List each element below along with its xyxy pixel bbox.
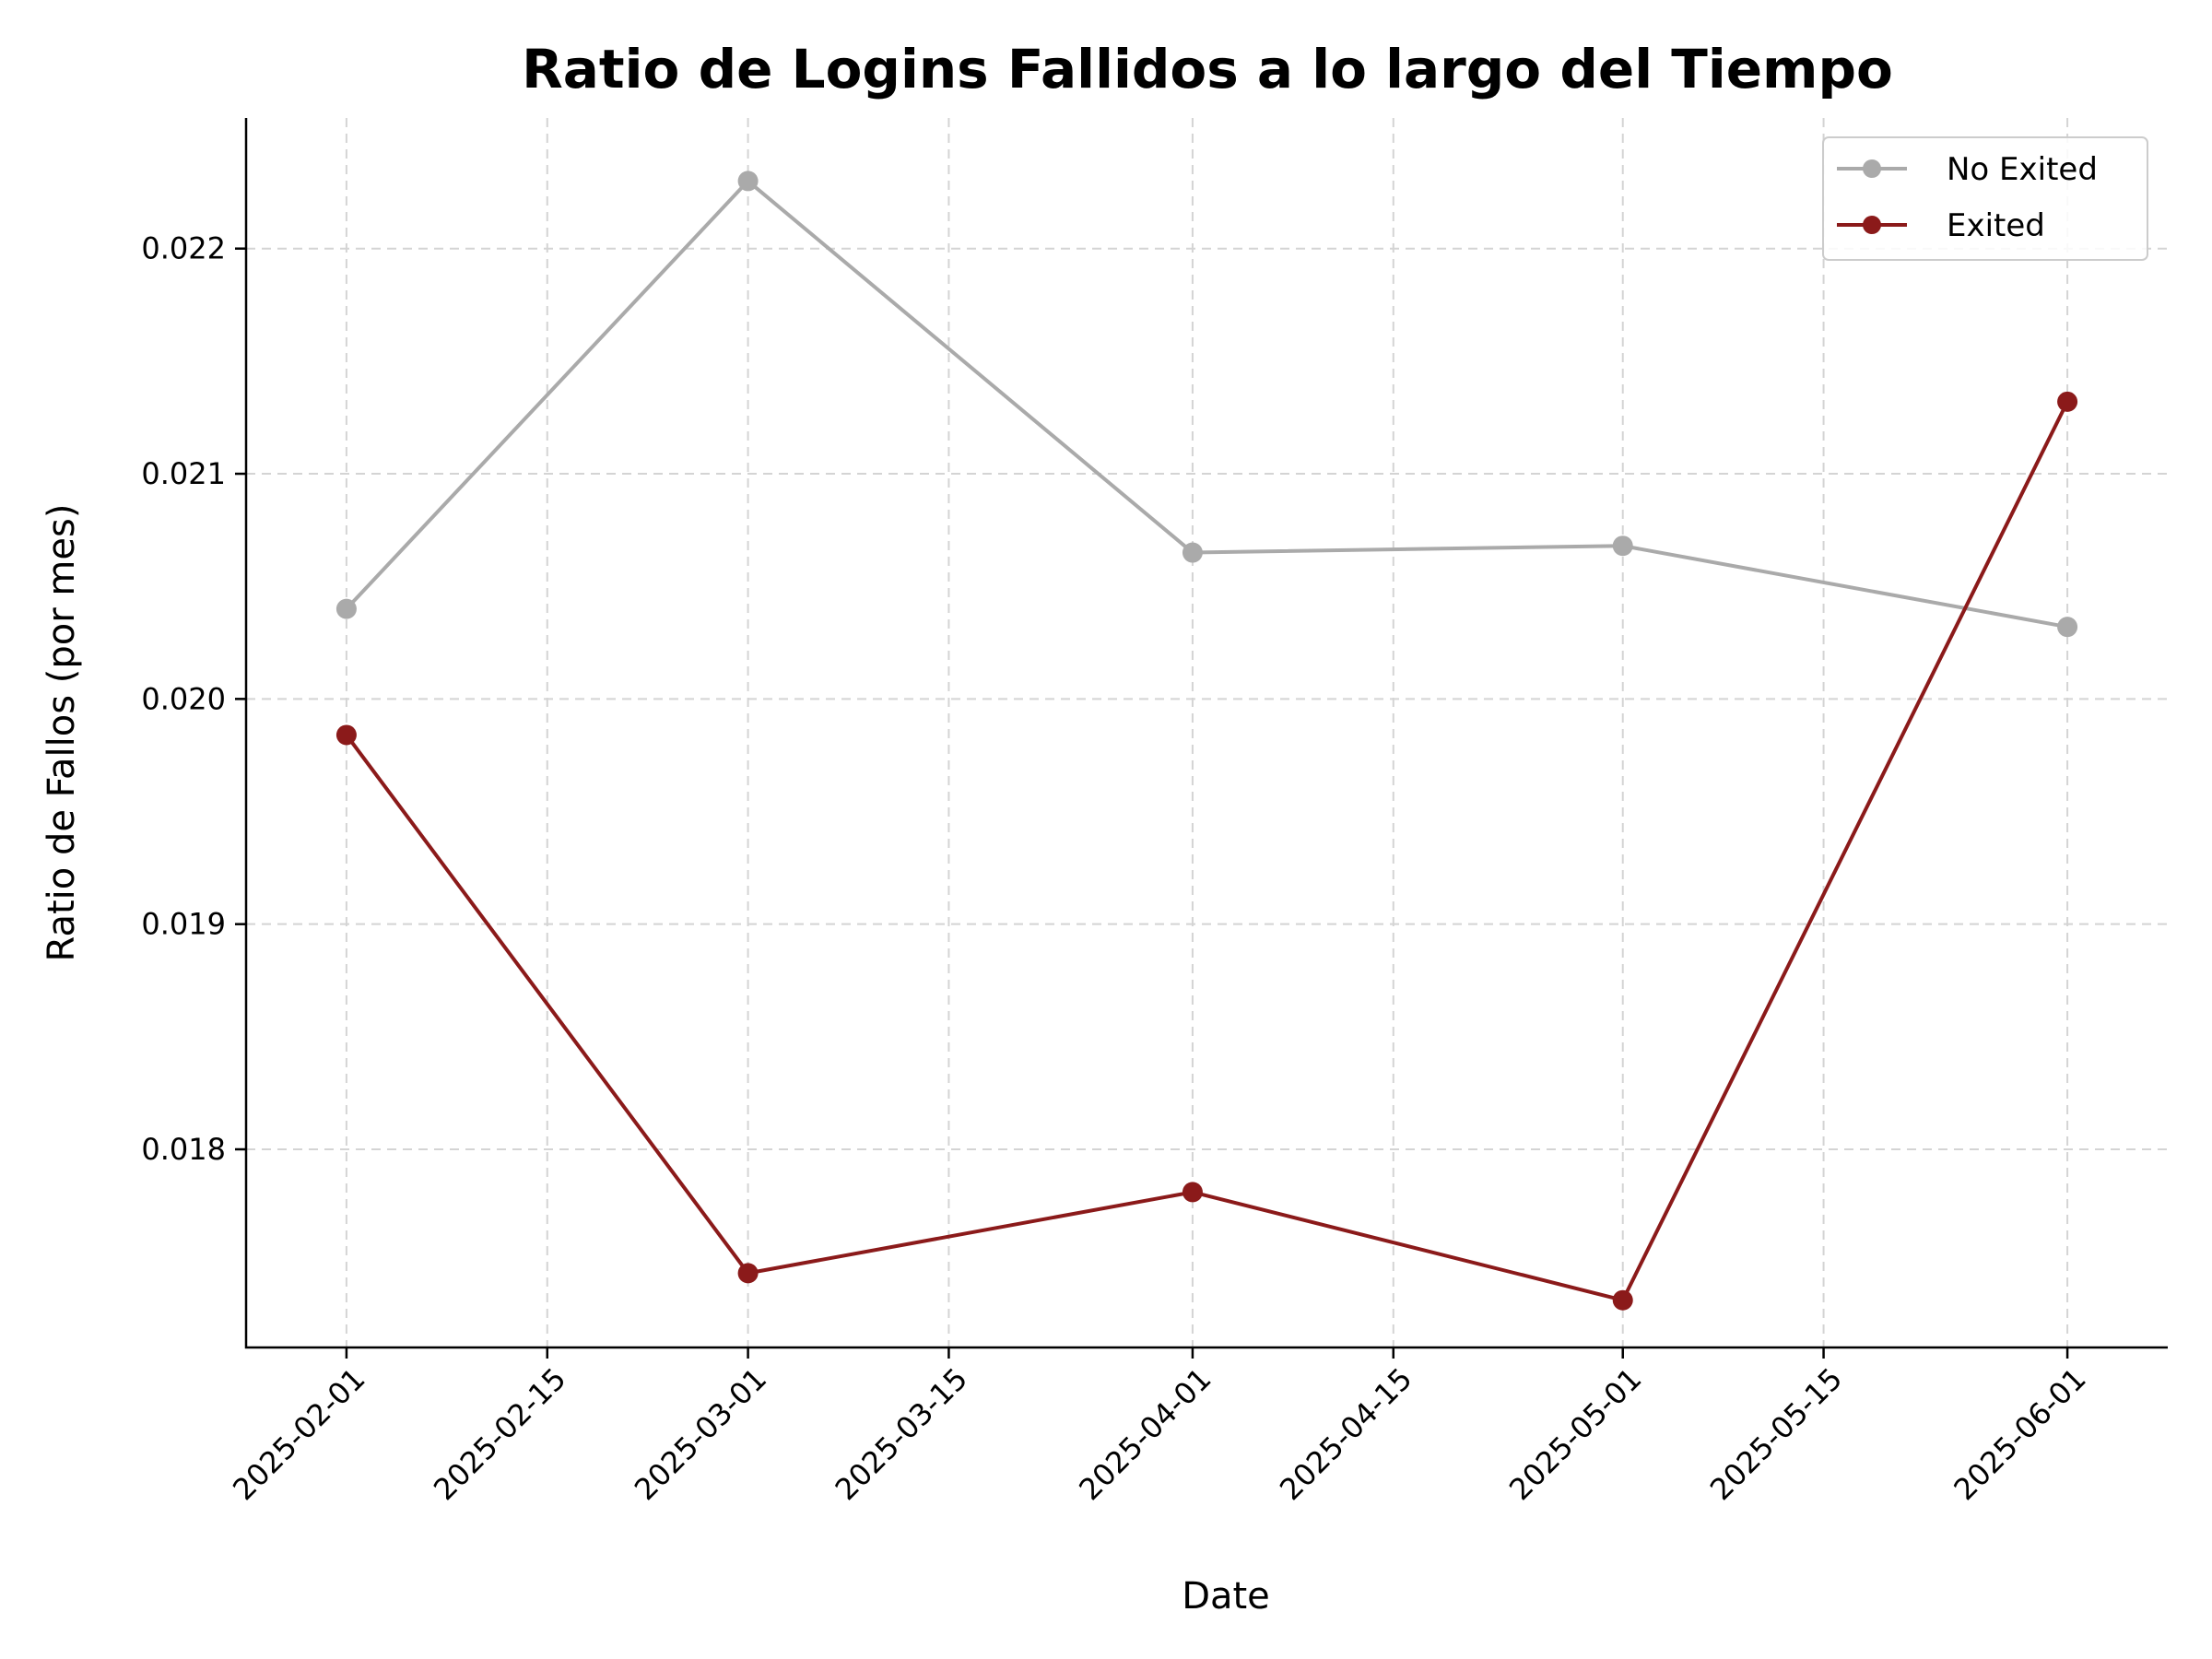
data-point-exited	[1612, 1289, 1633, 1311]
y-tick-label: 0.020	[141, 681, 226, 716]
data-point-exited	[1182, 1182, 1203, 1203]
data-point-no-exited	[1612, 535, 1633, 557]
y-tick-label: 0.018	[141, 1132, 226, 1167]
series-layer	[335, 171, 2078, 1311]
legend-marker-exited	[1863, 216, 1881, 234]
data-point-no-exited	[737, 171, 759, 192]
data-point-no-exited	[2057, 617, 2078, 638]
x-tick-label: 2025-05-01	[1502, 1361, 1648, 1507]
x-tick-label: 2025-03-15	[829, 1361, 974, 1507]
y-axis-label: Ratio de Fallos (por mes)	[41, 504, 83, 962]
x-tick-label: 2025-02-15	[427, 1361, 572, 1507]
grid	[246, 118, 2168, 1347]
x-axis-ticks: 2025-02-01 2025-02-15 2025-03-01 2025-03-15…	[226, 1347, 2093, 1507]
y-tick-label: 0.019	[141, 907, 226, 942]
series-line-exited	[345, 400, 2069, 1302]
x-tick-label: 2025-04-15	[1273, 1361, 1418, 1507]
data-point-exited	[2057, 391, 2078, 412]
legend: No Exited Exited	[1822, 136, 2148, 261]
y-axis-ticks: 0.018 0.019 0.020 0.021 0.022	[141, 231, 246, 1167]
data-point-exited	[737, 1263, 759, 1284]
x-tick-label: 2025-05-15	[1703, 1361, 1849, 1507]
x-tick-label: 2025-03-01	[628, 1361, 773, 1507]
x-axis-label: Date	[1182, 1575, 1270, 1618]
x-tick-label: 2025-06-01	[1947, 1361, 2092, 1507]
data-point-no-exited	[1182, 542, 1203, 563]
y-tick-label: 0.022	[141, 231, 226, 266]
axes-spines	[244, 118, 2168, 1349]
legend-label-no-exited: No Exited	[1947, 151, 2098, 188]
x-tick-label: 2025-02-01	[226, 1361, 371, 1507]
y-tick-label: 0.021	[141, 456, 226, 491]
legend-marker-no-exited	[1863, 159, 1881, 178]
legend-label-exited: Exited	[1947, 207, 2045, 244]
x-tick-label: 2025-04-01	[1072, 1361, 1218, 1507]
data-point-exited	[335, 724, 357, 746]
chart-title: Ratio de Logins Fallidos a lo largo del …	[522, 38, 1893, 100]
data-point-no-exited	[335, 598, 357, 619]
